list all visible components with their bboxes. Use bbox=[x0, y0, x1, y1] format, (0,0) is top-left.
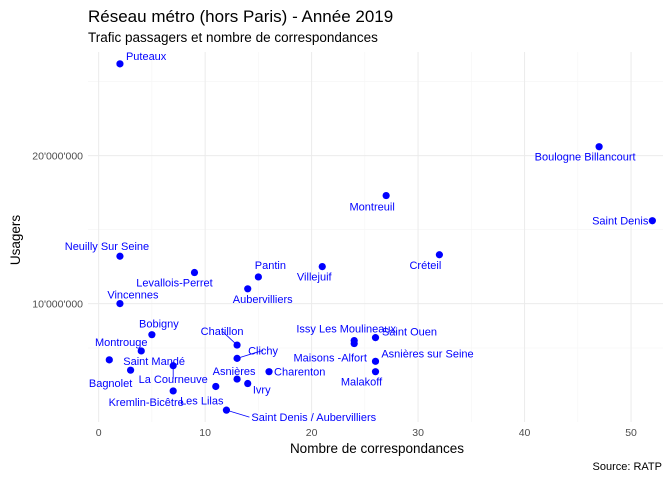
data-point bbox=[116, 252, 124, 260]
point-label: Montreuil bbox=[350, 202, 395, 214]
point-label: Saint Denis / Aubervilliers bbox=[251, 412, 376, 424]
y-tick-label: 20'000'000 bbox=[32, 151, 83, 163]
point-label: Montrouge bbox=[95, 337, 148, 349]
data-point bbox=[254, 273, 262, 281]
point-label: Clichy bbox=[248, 345, 278, 357]
x-axis-title: Nombre de correspondances bbox=[290, 441, 464, 456]
data-point bbox=[435, 251, 443, 259]
x-tick-label: 20 bbox=[306, 427, 318, 439]
data-point bbox=[137, 347, 145, 355]
point-label: Saint Denis bbox=[592, 216, 649, 228]
chart-subtitle: Trafic passagers et nombre de correspond… bbox=[88, 30, 378, 45]
point-label: La Courneuve bbox=[139, 374, 208, 386]
point-label: Boulogne Billancourt bbox=[535, 152, 636, 164]
data-point bbox=[116, 60, 124, 68]
x-tick-label: 10 bbox=[199, 427, 211, 439]
data-points bbox=[105, 60, 656, 414]
point-label: Charenton bbox=[274, 367, 325, 379]
point-label: Ivry bbox=[253, 385, 271, 397]
y-tick-label: 10'000'000 bbox=[32, 299, 83, 311]
label-leader-line bbox=[221, 330, 238, 346]
data-point bbox=[222, 406, 231, 414]
data-point bbox=[244, 285, 252, 293]
point-label: Bagnolet bbox=[89, 378, 132, 390]
x-tick-label: 50 bbox=[625, 427, 637, 439]
data-point bbox=[371, 334, 380, 342]
point-label: Saint Mandé bbox=[123, 356, 185, 368]
point-label: Kremlin-Bicêtre bbox=[109, 397, 184, 409]
data-point bbox=[126, 366, 135, 374]
point-label: Saint Ouen bbox=[382, 327, 437, 339]
y-axis-title: Usagers bbox=[8, 215, 23, 266]
point-label: Malakoff bbox=[341, 377, 383, 389]
point-label: Issy Les Moulineaux bbox=[296, 324, 396, 336]
data-point bbox=[265, 368, 273, 376]
data-point bbox=[105, 356, 113, 364]
point-label: Créteil bbox=[409, 260, 441, 272]
data-point bbox=[371, 368, 380, 376]
data-point bbox=[233, 375, 241, 383]
point-labels: Puteaux Boulogne Billancourt Montreuil Sain… bbox=[65, 51, 649, 424]
data-point bbox=[233, 354, 241, 362]
point-label: Bobigny bbox=[139, 319, 179, 331]
label-leader-line bbox=[236, 349, 264, 359]
x-tick-label: 0 bbox=[96, 427, 102, 439]
point-label: Neuilly Sur Seine bbox=[65, 241, 149, 253]
point-label: Vincennes bbox=[107, 290, 159, 302]
data-point bbox=[212, 382, 220, 391]
point-label: Chatillon bbox=[201, 326, 244, 338]
x-tick-label: 30 bbox=[412, 427, 424, 439]
data-point bbox=[169, 387, 177, 395]
y-axis-ticks: 10'000'000 20'000'000 bbox=[32, 151, 83, 311]
point-label: Villejuif bbox=[297, 272, 333, 284]
point-label: Puteaux bbox=[126, 51, 167, 63]
x-tick-label: 40 bbox=[519, 427, 531, 439]
chart-title: Réseau métro (hors Paris) - Année 2019 bbox=[88, 7, 393, 26]
point-label: Les Lilas bbox=[180, 395, 224, 407]
point-label: Asnières bbox=[213, 366, 256, 378]
data-point bbox=[318, 263, 326, 271]
x-axis-ticks: 0 10 20 30 40 50 bbox=[96, 427, 637, 439]
chart-caption: Source: RATP bbox=[593, 461, 663, 473]
point-label: Maisons -Alfort bbox=[294, 353, 367, 365]
data-point bbox=[371, 357, 380, 365]
data-point bbox=[648, 217, 656, 225]
data-point bbox=[190, 268, 199, 277]
data-point bbox=[116, 300, 124, 308]
point-label: Aubervilliers bbox=[233, 294, 293, 306]
data-point bbox=[350, 339, 358, 348]
data-point bbox=[382, 191, 390, 200]
point-label: Levallois-Perret bbox=[136, 278, 212, 290]
grid-lines bbox=[88, 52, 663, 422]
data-point bbox=[148, 331, 156, 339]
point-label: Pantin bbox=[255, 260, 286, 272]
point-label: Asnières sur Seine bbox=[381, 348, 473, 360]
label-leader-line bbox=[226, 409, 250, 418]
data-point bbox=[244, 379, 252, 388]
data-point bbox=[595, 143, 603, 151]
